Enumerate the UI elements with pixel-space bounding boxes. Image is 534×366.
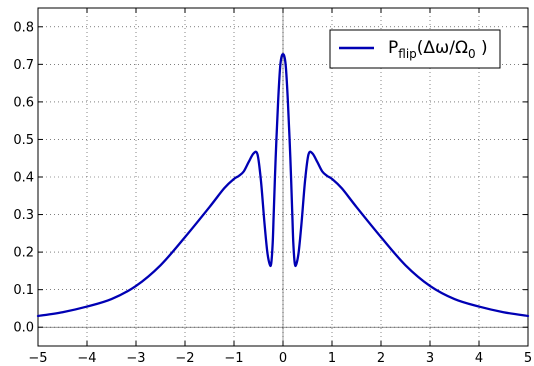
ticks: −5 −4 −3 −2 −1 0 1 2 3 4 5 0.0 0.1 0.2 0.3 0.4 0.5 0.6 0.7…	[13, 8, 532, 366]
x-tick-label: −4	[77, 351, 96, 366]
x-tick-label: −5	[28, 351, 47, 366]
y-tick-label: 0.3	[13, 208, 34, 223]
x-tick-label: 2	[377, 351, 385, 366]
y-tick-label: 0.1	[13, 283, 34, 298]
y-tick-label: 0.8	[13, 20, 34, 35]
x-tick-label: −2	[175, 351, 194, 366]
zero-lines	[38, 8, 528, 346]
x-tick-label: 1	[328, 351, 336, 366]
y-tick-label: 0.5	[13, 133, 34, 148]
legend-argument-sub: 0	[468, 47, 476, 61]
series-line-0	[36, 53, 530, 318]
legend-argument-open: (Δω/Ω	[417, 38, 468, 58]
y-tick-label: 0.7	[13, 58, 34, 73]
legend-prefix: P	[388, 38, 398, 58]
x-tick-label: −1	[224, 351, 243, 366]
x-tick-label: 4	[475, 351, 483, 366]
y-tick-label: 0.2	[13, 246, 34, 261]
y-tick-label: 0.0	[13, 321, 34, 336]
legend-subscript: flip	[398, 47, 417, 61]
x-tick-label: 0	[279, 351, 287, 366]
x-tick-label: 3	[426, 351, 434, 366]
y-tick-label: 0.6	[13, 95, 34, 110]
legend-argument-close: )	[476, 38, 488, 58]
x-tick-label: −3	[126, 351, 145, 366]
series-layer	[36, 53, 530, 318]
legend-label: Pflip(Δω/Ω0 )	[388, 38, 488, 61]
legend: Pflip(Δω/Ω0 )	[329, 29, 501, 69]
x-tick-label: 5	[524, 351, 532, 366]
y-tick-label: 0.4	[13, 171, 34, 186]
